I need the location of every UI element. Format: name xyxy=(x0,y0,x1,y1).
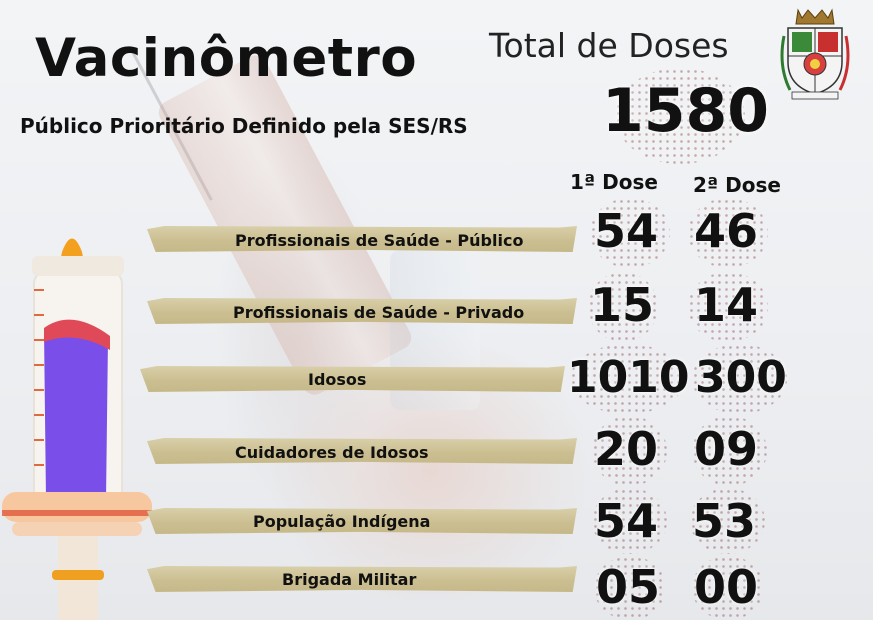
total-doses-label: Total de Doses xyxy=(489,26,729,65)
dose2-value: 09 xyxy=(694,422,759,476)
dose2-value: 53 xyxy=(692,494,757,548)
dose1-value: 1010 xyxy=(567,352,690,403)
row-band xyxy=(147,298,577,324)
dotted-texture xyxy=(615,68,745,164)
dose1-value: 54 xyxy=(594,204,659,258)
dotted-texture xyxy=(688,198,768,268)
row-label-idosos: Idosos xyxy=(308,370,367,389)
dose1-value: 54 xyxy=(594,494,659,548)
row-band xyxy=(147,508,577,534)
dotted-texture xyxy=(592,416,667,486)
dose2-value: 00 xyxy=(694,560,759,614)
page-title: Vacinômetro xyxy=(35,28,418,89)
row-label-cuidadores: Cuidadores de Idosos xyxy=(235,443,429,462)
row-label-indigena: População Indígena xyxy=(253,512,431,531)
dotted-texture xyxy=(692,556,764,620)
dose2-value: 46 xyxy=(694,204,759,258)
dose2-value: 300 xyxy=(695,352,787,403)
row-band xyxy=(147,438,577,464)
dotted-texture xyxy=(588,272,658,342)
column-header-dose1: 1ª Dose xyxy=(570,170,658,194)
row-band xyxy=(140,366,565,392)
dotted-texture xyxy=(592,488,667,554)
dotted-texture xyxy=(690,488,765,554)
dotted-texture xyxy=(692,344,787,414)
row-band xyxy=(147,226,577,252)
row-label-brigada: Brigada Militar xyxy=(282,570,417,589)
syringe-icon xyxy=(2,238,152,620)
dotted-texture xyxy=(594,556,666,620)
dose1-value: 15 xyxy=(590,278,655,332)
dose1-value: 05 xyxy=(596,560,661,614)
row-band xyxy=(147,566,577,592)
dose1-value: 20 xyxy=(594,422,659,476)
dotted-texture xyxy=(688,272,768,342)
dose2-value: 14 xyxy=(694,278,759,332)
dotted-texture xyxy=(570,344,685,414)
row-label-profissionais-privado: Profissionais de Saúde - Privado xyxy=(233,303,525,322)
total-doses-value: 1580 xyxy=(602,76,769,146)
row-label-profissionais-publico: Profissionais de Saúde - Público xyxy=(235,231,524,250)
coat-of-arms-icon xyxy=(780,8,850,100)
page-subtitle: Público Prioritário Definido pela SES/RS xyxy=(20,114,468,138)
dotted-texture xyxy=(590,198,670,268)
dotted-texture xyxy=(692,416,767,486)
column-header-dose2: 2ª Dose xyxy=(693,173,781,197)
